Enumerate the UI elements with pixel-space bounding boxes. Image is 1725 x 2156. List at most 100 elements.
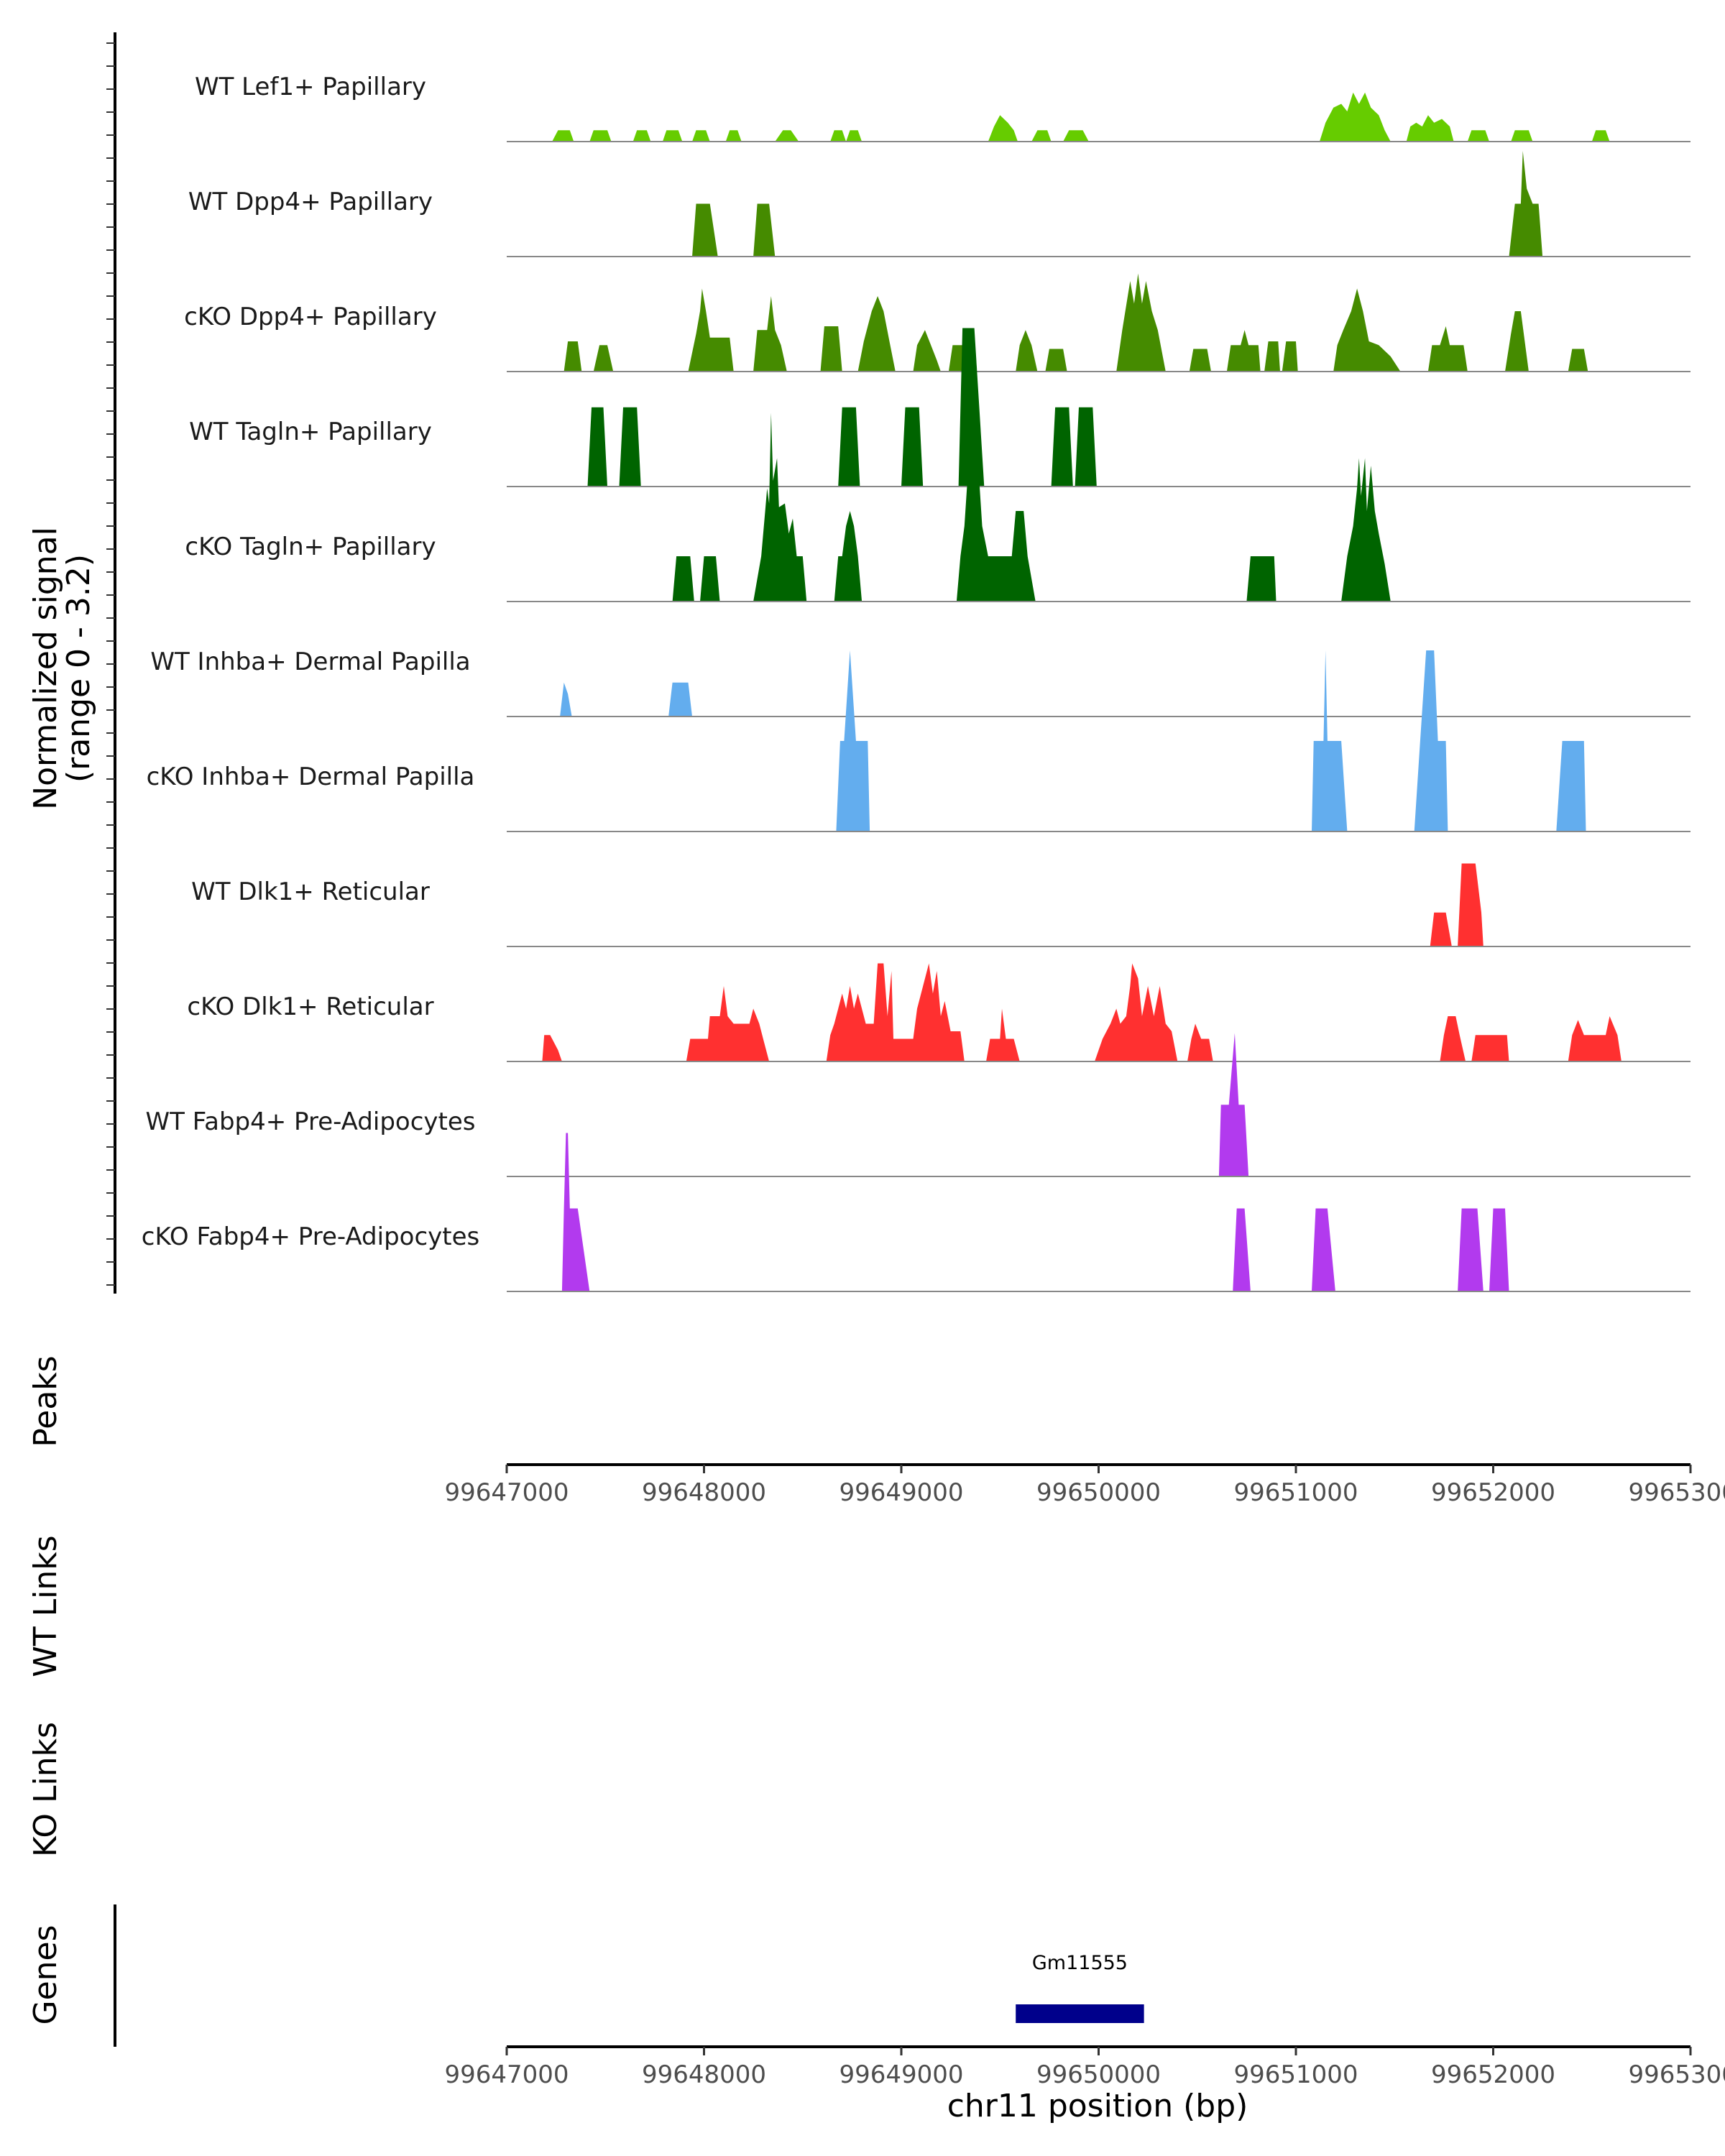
coverage-peak bbox=[688, 288, 734, 372]
track-4: cKO Tagln+ Papillary bbox=[185, 413, 1690, 602]
track-10: cKO Fabp4+ Pre-Adipocytes bbox=[142, 1133, 1690, 1292]
position-tick-label: 99650000 bbox=[1036, 2060, 1161, 2089]
coverage-peak bbox=[1568, 1016, 1622, 1061]
position-axis-top: 99647000 99648000 99649000 99650000 99651000… bbox=[444, 1463, 1725, 1507]
coverage-peak bbox=[1051, 407, 1073, 487]
coverage-peak bbox=[1556, 741, 1586, 831]
coverage-peak bbox=[1312, 1208, 1335, 1291]
coverage-peak bbox=[692, 130, 710, 142]
coverage-peak bbox=[1226, 330, 1261, 372]
coverage-peak bbox=[700, 556, 720, 602]
signal-axis-title: Normalized signal bbox=[27, 527, 64, 810]
coverage-peak bbox=[1264, 341, 1280, 372]
position-tick-label: 99652000 bbox=[1431, 1478, 1555, 1507]
coverage-peak bbox=[1333, 288, 1401, 372]
position-tick-label: 99648000 bbox=[642, 1478, 766, 1507]
coverage-peak bbox=[662, 130, 683, 142]
coverage-peak bbox=[1233, 1208, 1251, 1291]
coverage-peak bbox=[561, 1133, 590, 1291]
track-label: cKO Tagln+ Papillary bbox=[185, 533, 436, 561]
coverage-peak bbox=[753, 296, 787, 372]
track-label: WT Fabp4+ Pre-Adipocytes bbox=[146, 1107, 476, 1136]
coverage-peak bbox=[1458, 1208, 1484, 1291]
position-tick-label: 99652000 bbox=[1431, 2060, 1555, 2089]
coverage-peak bbox=[838, 407, 860, 487]
coverage-peak bbox=[542, 1035, 562, 1061]
coverage-peak bbox=[619, 407, 641, 487]
position-tick-label: 99647000 bbox=[444, 1478, 569, 1507]
track-label: cKO Dlk1+ Reticular bbox=[187, 992, 433, 1021]
coverage-peak bbox=[826, 963, 965, 1061]
position-tick-label: 99649000 bbox=[839, 1478, 963, 1507]
position-tick-label: 99653000 bbox=[1628, 2060, 1725, 2089]
genes-title: Genes bbox=[27, 1925, 64, 2024]
track-8: cKO Dlk1+ Reticular bbox=[187, 963, 1690, 1062]
coverage-peak bbox=[901, 407, 924, 487]
track-9: WT Fabp4+ Pre-Adipocytes bbox=[146, 1033, 1690, 1177]
signal-axis-range: (range 0 - 3.2) bbox=[60, 554, 97, 783]
coverage-peak bbox=[564, 341, 582, 372]
track-label: cKO Dpp4+ Papillary bbox=[184, 303, 437, 331]
wt-links-title: WT Links bbox=[27, 1535, 64, 1677]
position-tick-label: 99650000 bbox=[1036, 1478, 1161, 1507]
coverage-peak bbox=[1187, 1023, 1213, 1061]
coverage-peak bbox=[589, 130, 612, 142]
track-0: WT Lef1+ Papillary bbox=[195, 73, 1690, 142]
coverage-peak bbox=[668, 682, 692, 717]
coverage-peak bbox=[1341, 458, 1391, 602]
gene-label: Gm11555 bbox=[1032, 1952, 1128, 1974]
coverage-peak bbox=[1095, 963, 1178, 1061]
position-axis-bottom: 99647000 99648000 99649000 99650000 99651000… bbox=[444, 2045, 1725, 2089]
coverage-peak bbox=[725, 130, 742, 142]
coverage-peak bbox=[986, 1008, 1020, 1061]
coverage-peak bbox=[1568, 349, 1588, 372]
track-label: WT Dpp4+ Papillary bbox=[188, 188, 433, 216]
track-5: WT Inhba+ Dermal Papilla bbox=[150, 648, 1690, 717]
coverage-peak bbox=[1116, 273, 1166, 372]
coverage-peak bbox=[846, 130, 862, 142]
track-1: WT Dpp4+ Papillary bbox=[188, 151, 1690, 257]
position-tick-label: 99649000 bbox=[839, 2060, 963, 2089]
position-tick-label: 99651000 bbox=[1233, 1478, 1358, 1507]
coverage-peak bbox=[1467, 130, 1489, 142]
coverage-peak bbox=[1430, 912, 1452, 946]
coverage-peak bbox=[560, 682, 572, 717]
coverage-peak bbox=[753, 203, 776, 257]
coverage-peak bbox=[1312, 650, 1348, 831]
track-7: WT Dlk1+ Reticular bbox=[191, 863, 1690, 947]
coverage-peak bbox=[632, 130, 651, 142]
coverage-peak bbox=[1063, 130, 1089, 142]
coverage-peak bbox=[1016, 330, 1038, 372]
position-axis-title: chr11 position (bp) bbox=[947, 2088, 1248, 2124]
coverage-peak bbox=[1509, 151, 1543, 257]
coverage-peak bbox=[1458, 863, 1484, 946]
coverage-peak bbox=[672, 556, 694, 602]
coverage-peak bbox=[593, 345, 614, 372]
track-2: cKO Dpp4+ Papillary bbox=[184, 273, 1690, 372]
track-3: WT Tagln+ Papillary bbox=[189, 328, 1690, 487]
gene-track: Gm11555 bbox=[1016, 1952, 1144, 2023]
ko-links-title: KO Links bbox=[27, 1722, 64, 1857]
track-label: WT Inhba+ Dermal Papilla bbox=[150, 648, 470, 676]
coverage-peak bbox=[1075, 407, 1097, 487]
coverage-peak bbox=[820, 326, 842, 372]
coverage-peak bbox=[1414, 650, 1448, 831]
coverage-peak bbox=[775, 130, 799, 142]
position-tick-label: 99651000 bbox=[1233, 2060, 1358, 2089]
coverage-peak bbox=[857, 296, 896, 372]
track-label: cKO Inhba+ Dermal Papilla bbox=[147, 763, 475, 791]
position-tick-label: 99647000 bbox=[444, 2060, 569, 2089]
coverage-peak bbox=[1511, 130, 1533, 142]
coverage-peak bbox=[552, 130, 574, 142]
coverage-peak bbox=[587, 407, 607, 487]
coverage-peak bbox=[1471, 1035, 1509, 1061]
coverage-peak bbox=[830, 130, 847, 142]
peaks-title: Peaks bbox=[27, 1355, 64, 1447]
coverage-peak bbox=[692, 203, 718, 257]
track-label: WT Dlk1+ Reticular bbox=[191, 877, 430, 906]
coverage-peak bbox=[1427, 326, 1468, 372]
track-6: cKO Inhba+ Dermal Papilla bbox=[147, 650, 1690, 832]
coverage-peak bbox=[958, 328, 985, 487]
coverage-peak bbox=[1319, 92, 1391, 142]
